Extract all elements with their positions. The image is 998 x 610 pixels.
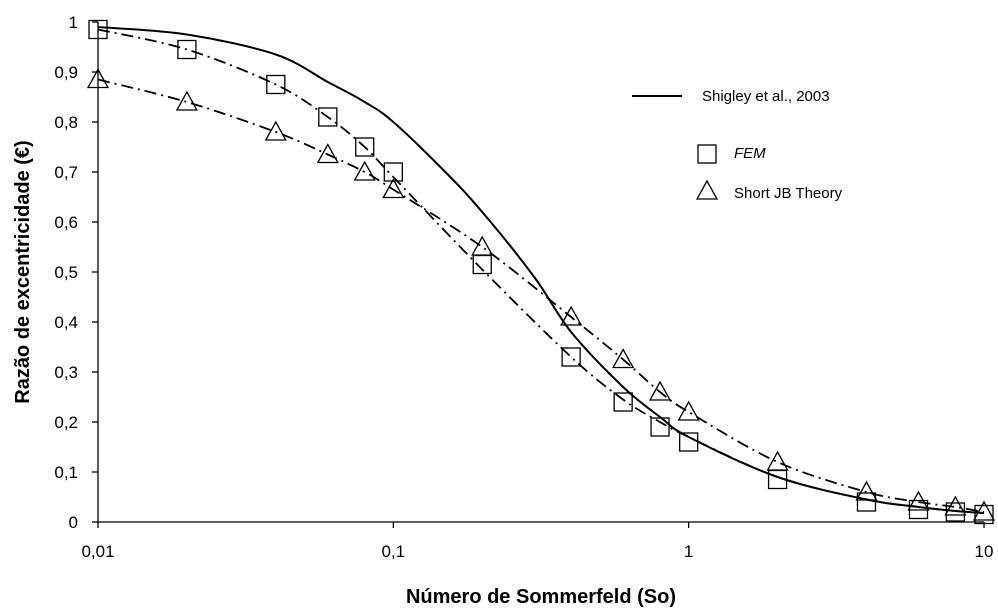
legend-label-shigley: Shigley et al., 2003 <box>702 88 830 105</box>
plot-area: 0 0,1 0,2 0,3 0,4 0,5 0,6 0,7 0,8 0,9 1 0,01 0,1 1 10 <box>54 13 996 561</box>
y-tick-label: 1 <box>69 13 78 32</box>
y-tick-label: 0,6 <box>54 213 78 232</box>
x-tick-label: 0,01 <box>81 542 114 561</box>
short-jb-triangle-marker <box>944 495 967 516</box>
fem-square-marker <box>650 417 670 437</box>
x-axis-title: Número de Sommerfeld (So) <box>406 586 676 608</box>
legend-square-swatch <box>697 144 717 164</box>
legend-item-shigley: Shigley et al., 2003 <box>632 88 830 105</box>
fit-line-short-jb-theory <box>97 78 985 513</box>
fem-square-marker <box>613 392 633 412</box>
y-tick-label: 0,1 <box>54 463 78 482</box>
fit-lines <box>97 28 985 514</box>
series-lines <box>97 26 985 514</box>
fem-square-marker <box>383 162 403 182</box>
short-jb-triangle-marker <box>907 490 930 511</box>
fem-square-marker <box>266 74 286 95</box>
fem-square-marker <box>856 492 877 512</box>
fem-square-marker <box>177 39 197 60</box>
short-jb-triangle-marker <box>855 480 878 501</box>
x-tick-label: 10 <box>975 542 994 561</box>
fem-square-marker <box>472 254 492 275</box>
y-tick-label: 0,3 <box>54 363 78 382</box>
legend: Shigley et al., 2003 FEM Short JB Theory <box>632 88 843 202</box>
fit-line-fem <box>97 28 985 514</box>
short-jb-triangle-marker <box>316 143 339 164</box>
markers <box>86 19 996 525</box>
short-jb-triangle-marker <box>677 400 700 421</box>
legend-item-fem: FEM <box>697 144 766 164</box>
y-tick-label: 0 <box>69 513 78 532</box>
fem-square-marker <box>318 107 338 127</box>
legend-label-fem: FEM <box>734 145 766 162</box>
short-jb-triangle-marker <box>766 450 789 471</box>
short-jb-triangle-marker <box>382 178 405 199</box>
y-tick-label: 0,8 <box>54 113 78 132</box>
legend-label-short-jb: Short JB Theory <box>734 185 843 202</box>
y-tick-label: 0,9 <box>54 63 78 82</box>
series-line-shigley <box>97 26 985 514</box>
y-axis-title: Razão de excentricidade (€) <box>12 140 34 403</box>
fem-square-marker <box>945 502 966 522</box>
short-jb-triangle-marker <box>471 235 494 256</box>
short-jb-triangle-marker <box>264 120 287 141</box>
fem-square-marker <box>561 347 581 367</box>
fem-square-marker <box>974 504 994 525</box>
x-ticks: 0,01 0,1 1 10 <box>81 522 993 561</box>
short-jb-triangle-marker <box>972 500 996 521</box>
y-tick-label: 0,4 <box>54 313 78 332</box>
short-jb-triangle-marker <box>648 380 672 401</box>
y-tick-label: 0,5 <box>54 263 78 282</box>
x-tick-label: 0,1 <box>382 542 406 561</box>
short-jb-triangle-marker <box>175 90 199 111</box>
short-jb-triangle-marker <box>353 160 376 181</box>
fem-square-marker <box>88 19 108 40</box>
fem-square-marker <box>355 137 375 157</box>
legend-triangle-swatch <box>695 179 719 200</box>
y-tick-label: 0,7 <box>54 163 78 182</box>
fem-square-marker <box>767 469 788 490</box>
x-tick-label: 1 <box>684 542 693 561</box>
y-ticks: 0 0,1 0,2 0,3 0,4 0,5 0,6 0,7 0,8 0,9 1 <box>54 13 98 532</box>
fem-square-marker <box>679 432 699 452</box>
short-jb-triangle-marker <box>560 305 583 326</box>
short-jb-triangle-marker <box>86 68 110 89</box>
y-tick-label: 0,2 <box>54 413 78 432</box>
legend-item-short-jb: Short JB Theory <box>695 179 843 202</box>
short-jb-triangle-marker <box>612 348 635 369</box>
